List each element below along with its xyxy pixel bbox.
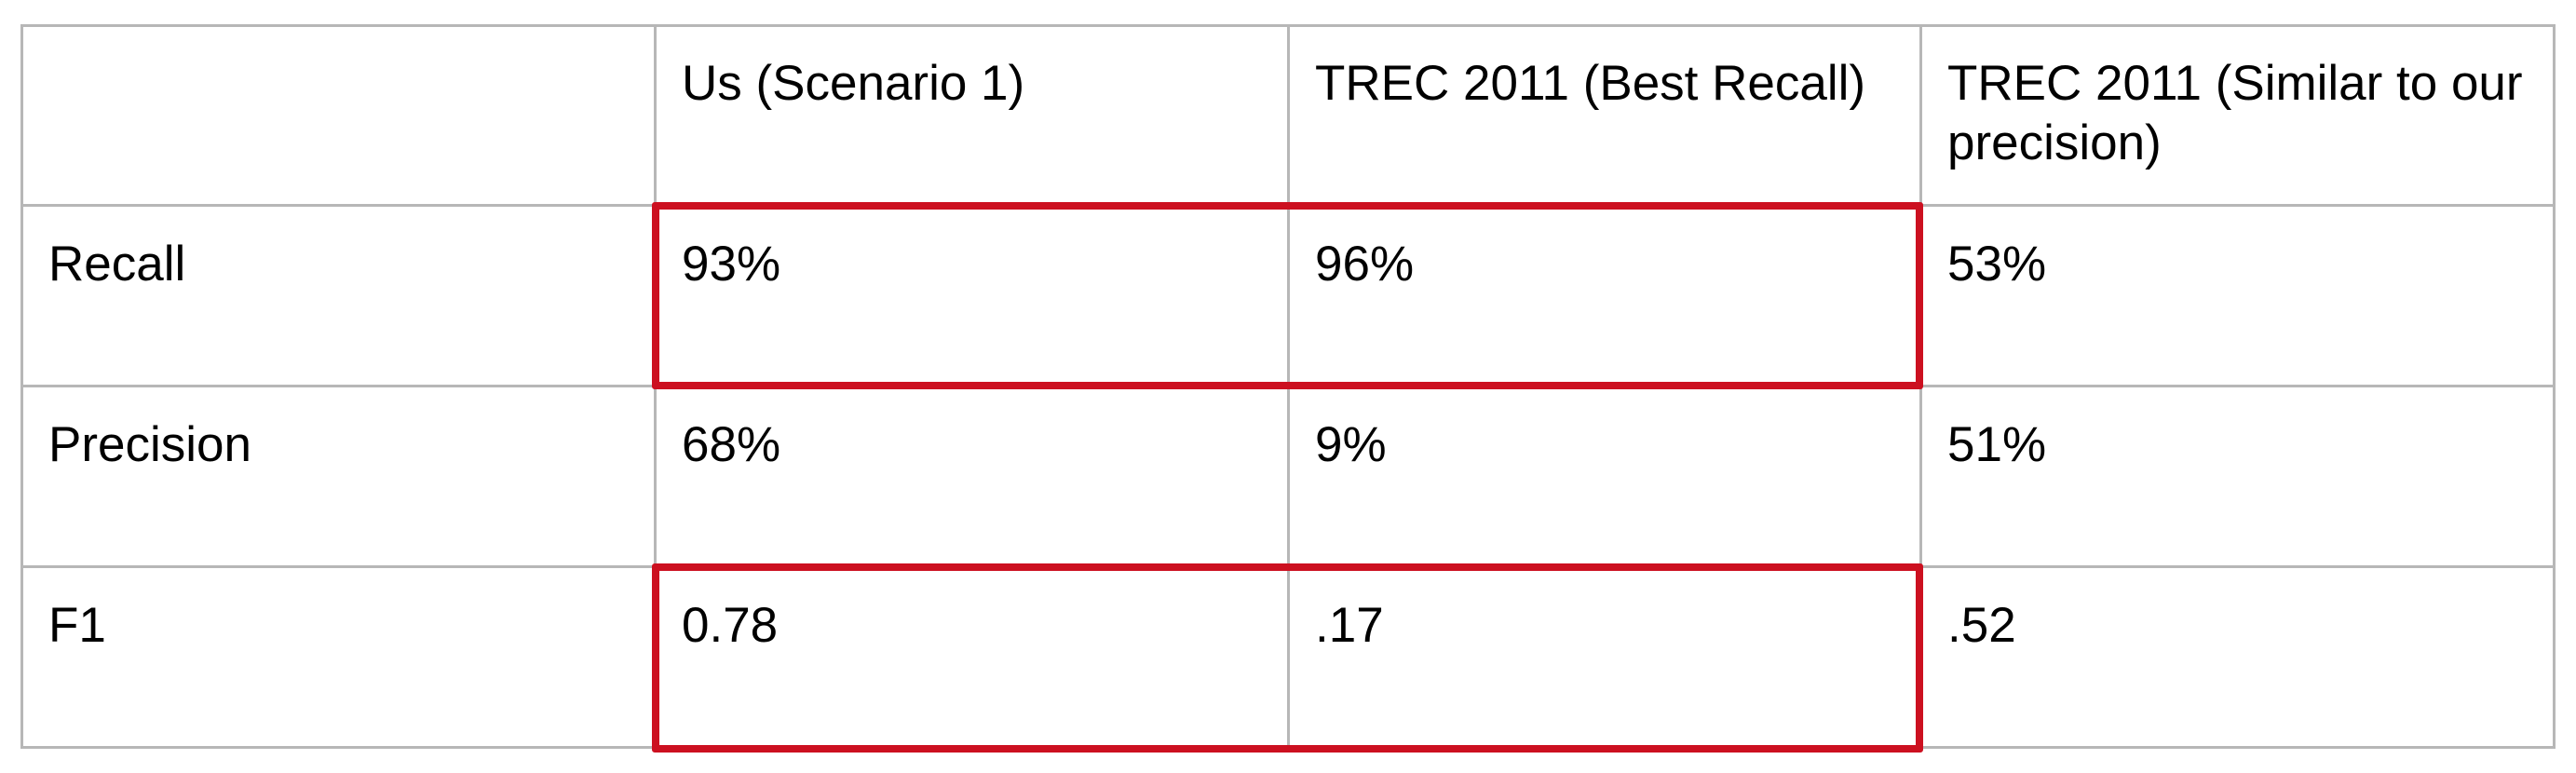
header-cell-trec-similar-precision: TREC 2011 (Similar to our precision)	[1947, 56, 2523, 170]
header-cell-trec-best-recall: TREC 2011 (Best Recall)	[1315, 56, 1866, 111]
cell-f1-trec-best: .17	[1315, 598, 1384, 653]
cell-precision-us: 68%	[682, 417, 781, 472]
cell-f1-us: 0.78	[682, 598, 779, 653]
highlight-box-recall	[652, 202, 1923, 389]
header-cell-us-scenario-1: Us (Scenario 1)	[682, 56, 1025, 111]
cell-recall-trec-similar: 53%	[1947, 237, 2047, 292]
row-label-recall: Recall	[48, 237, 186, 292]
grid-line-v0	[20, 24, 23, 749]
cell-precision-trec-best: 9%	[1315, 417, 1387, 472]
grid-line-v4	[2553, 24, 2556, 749]
row-label-f1: F1	[48, 598, 106, 653]
cell-recall-us: 93%	[682, 237, 781, 292]
cell-recall-trec-best: 96%	[1315, 237, 1415, 292]
cell-f1-trec-similar: .52	[1947, 598, 2016, 653]
row-label-precision: Precision	[48, 417, 251, 472]
highlight-box-f1	[652, 563, 1923, 753]
cell-precision-trec-similar: 51%	[1947, 417, 2047, 472]
